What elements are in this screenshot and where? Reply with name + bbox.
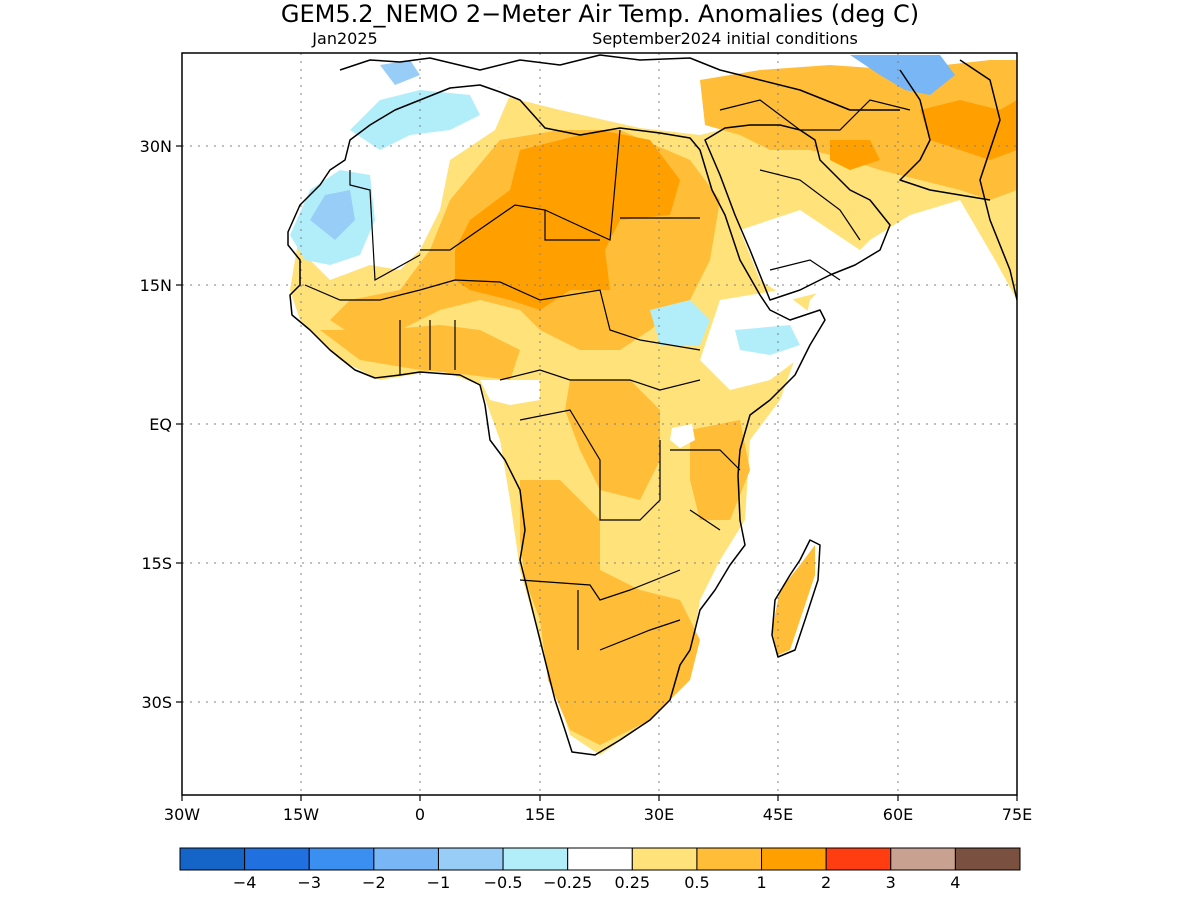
border-sahel <box>304 279 701 351</box>
border-middle-east <box>719 99 911 131</box>
shade-lake-victoria <box>670 424 695 448</box>
y-tick-label: 30S <box>141 693 172 712</box>
y-tick-label: 15N <box>140 276 172 295</box>
y-tick-labels: 30N 15N EQ 15S 30S <box>140 137 172 712</box>
colorbar-swatch <box>308 847 375 871</box>
shade-europe-blue <box>380 60 420 85</box>
x-tick-label: 30E <box>644 805 674 824</box>
coast-madagascar <box>771 539 821 658</box>
map-title: GEM5.2_NEMO 2−Meter Air Temp. Anomalies … <box>281 0 919 28</box>
colorbar-swatch <box>954 847 1021 871</box>
shade-ethiopia-blue <box>650 300 710 345</box>
subtitle-initial-conditions: September2024 initial conditions <box>592 29 858 48</box>
x-tick-label: 30W <box>164 805 200 824</box>
colorbar-swatch <box>437 847 504 871</box>
colorbar-label: 1 <box>756 873 766 892</box>
shade-west-sahara-blue-2 <box>310 190 355 240</box>
coast-india <box>959 59 1017 301</box>
shade-ethiopia-blue-2 <box>735 325 800 355</box>
coastlines <box>287 54 1017 756</box>
colorbar <box>179 847 1021 871</box>
gridlines <box>182 53 1017 795</box>
shade-arabia-west-white <box>740 210 860 300</box>
colorbar-swatch <box>696 847 763 871</box>
colorbar-label: 2 <box>821 873 831 892</box>
x-tick-label: 0 <box>415 805 425 824</box>
subtitle-date: Jan2025 <box>311 29 377 48</box>
border-mauritania <box>349 170 421 281</box>
coast-arabia <box>704 124 891 301</box>
y-tick-label: 15S <box>141 554 172 573</box>
border-libya-chad <box>544 129 621 241</box>
colorbar-label: −0.5 <box>484 873 523 892</box>
shade-persia-strong <box>920 100 1017 160</box>
coast-europe <box>339 54 900 111</box>
colorbar-swatch <box>631 847 698 871</box>
coast-iran <box>899 69 991 201</box>
shade-madagascar-orange <box>772 545 815 655</box>
shade-arabia-strong <box>830 140 880 170</box>
border-congo <box>519 409 661 521</box>
shade-sahel-orange <box>320 325 520 380</box>
border-southern <box>519 569 681 651</box>
colorbar-labels: −4 −3 −2 −1 −0.5 −0.25 0.25 0.5 1 2 3 4 <box>233 873 961 892</box>
x-tick-label: 15E <box>525 805 555 824</box>
border-tanzania <box>670 449 741 531</box>
shade-east-africa-orange <box>690 420 750 520</box>
x-tick-labels: 30W 15W 0 15E 30E 45E 60E 75E <box>164 805 1032 824</box>
x-tick-label: 15W <box>283 805 319 824</box>
borders <box>304 99 911 651</box>
colorbar-swatch <box>567 847 633 871</box>
x-tick-label: 45E <box>763 805 793 824</box>
colorbar-swatch <box>179 847 246 871</box>
colorbar-swatch <box>890 847 956 871</box>
y-tick-label: EQ <box>149 415 172 434</box>
colorbar-label: −1 <box>427 873 451 892</box>
border-central <box>499 369 701 391</box>
colorbar-label: −2 <box>362 873 386 892</box>
colorbar-swatch <box>502 847 569 871</box>
colorbar-swatch <box>825 847 892 871</box>
border-west-africa <box>399 320 456 375</box>
colorbar-label: −4 <box>233 873 257 892</box>
y-tick-label: 30N <box>140 137 172 156</box>
shade-morocco-blue <box>350 90 480 150</box>
shade-southern-africa-orange <box>520 480 700 745</box>
axis-ticks <box>176 145 1018 801</box>
colorbar-swatch <box>244 847 310 871</box>
colorbar-label: 0.25 <box>614 873 650 892</box>
anomaly-shading <box>290 55 1017 755</box>
colorbar-label: 3 <box>886 873 896 892</box>
shade-equatorial-white <box>480 380 540 405</box>
colorbar-label: 0.5 <box>684 873 709 892</box>
colorbar-label: −3 <box>297 873 321 892</box>
anomaly-map <box>182 53 1017 795</box>
x-tick-label: 75E <box>1002 805 1032 824</box>
shade-middle-east-orange <box>700 60 1017 200</box>
colorbar-swatch <box>761 847 827 871</box>
shade-mediterranean-white <box>500 55 700 128</box>
shade-central-africa-orange <box>565 380 660 500</box>
border-algeria-mali <box>420 204 600 251</box>
colorbar-label: −0.25 <box>543 873 592 892</box>
colorbar-label: 4 <box>950 873 960 892</box>
coast-africa <box>287 84 826 756</box>
border-arabia <box>759 169 861 281</box>
x-tick-label: 60E <box>883 805 913 824</box>
colorbar-swatch <box>373 847 439 871</box>
